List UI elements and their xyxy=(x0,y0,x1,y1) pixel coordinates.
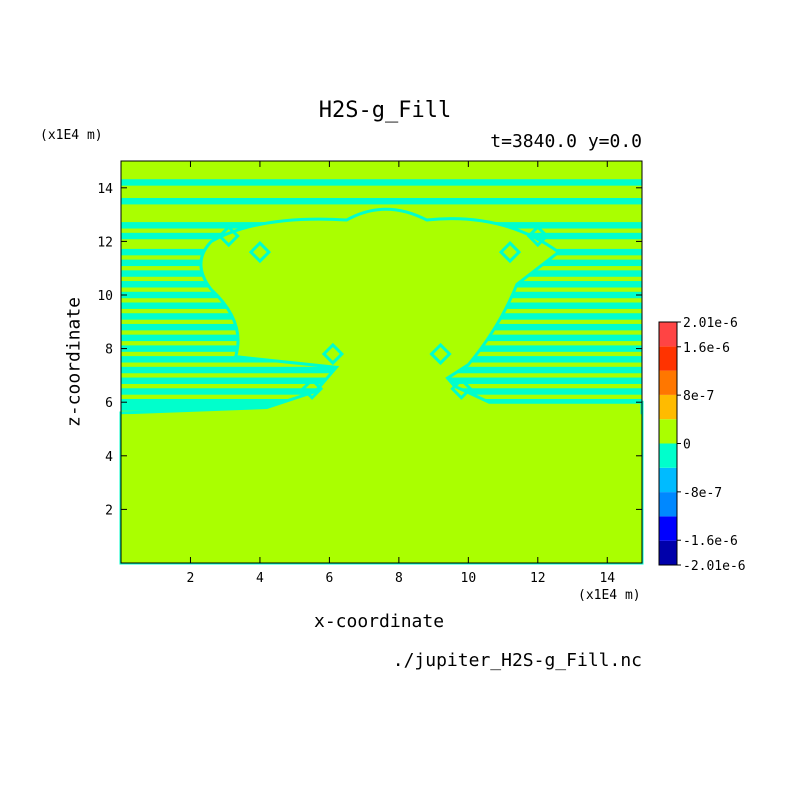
field-diamond xyxy=(321,342,344,366)
colorbar-segment xyxy=(659,467,677,493)
colorbar-segment xyxy=(659,322,677,347)
colorbar-segment xyxy=(659,346,677,371)
chart-subtitle: t=3840.0 y=0.0 xyxy=(490,131,642,152)
field-diamond xyxy=(526,224,549,248)
y-tick-label: 12 xyxy=(97,235,113,250)
colorbar-tick-label: 2.01e-6 xyxy=(683,316,738,331)
colorbar-segment xyxy=(659,370,677,395)
field-diamond xyxy=(248,240,272,264)
y-axis-unit: (x1E4 m) xyxy=(40,128,103,143)
x-axis-label: x-coordinate xyxy=(314,611,445,632)
colorbar-segment xyxy=(659,419,677,444)
colorbar-tick-label: -8e-7 xyxy=(683,486,722,501)
x-tick-label: 2 xyxy=(187,571,195,586)
field-diamond xyxy=(498,240,522,264)
x-tick-label: 10 xyxy=(461,571,477,586)
x-tick-label: 6 xyxy=(325,571,333,586)
field-diamond xyxy=(429,342,452,366)
colorbar-tick-label: -2.01e-6 xyxy=(683,559,746,574)
y-tick-label: 2 xyxy=(105,503,113,518)
field-diamond xyxy=(450,377,473,400)
colorbar-segment xyxy=(659,492,677,517)
field-band xyxy=(121,179,642,186)
heatmap-field xyxy=(119,161,644,565)
colorbar-segment xyxy=(659,516,677,541)
colorbar: 2.01e-6 1.6e-6 8e-7 0 -8e-7 -1.6e-6 -2.01e-6 xyxy=(658,316,746,574)
y-tick-label: 10 xyxy=(97,289,113,304)
source-filename: ./jupiter_H2S-g_Fill.nc xyxy=(392,650,642,671)
chart-title: H2S-g_Fill xyxy=(318,98,452,123)
plot-frame xyxy=(120,160,643,564)
colorbar-tick-label: 1.6e-6 xyxy=(683,341,730,356)
y-tick-label: 8 xyxy=(105,343,113,358)
y-tick-label: 14 xyxy=(97,182,113,197)
field-lower-region xyxy=(121,414,642,563)
y-tick-label: 6 xyxy=(105,396,113,411)
x-tick-label: 4 xyxy=(256,571,264,586)
colorbar-segment xyxy=(659,394,677,420)
y-tick-label: 4 xyxy=(105,450,113,465)
x-tick-label: 8 xyxy=(395,571,403,586)
x-tick-label: 12 xyxy=(530,571,546,586)
y-axis-label: z-coordinate xyxy=(63,296,85,428)
axis-ticks: 2 4 6 8 10 12 14 2 4 6 8 10 12 14 xyxy=(97,161,642,586)
colorbar-tick-label: -1.6e-6 xyxy=(683,534,738,549)
colorbar-segment xyxy=(659,540,677,565)
colorbar-tick-label: 8e-7 xyxy=(683,389,714,404)
field-diamond xyxy=(217,224,240,248)
x-axis-unit: (x1E4 m) xyxy=(578,588,641,603)
colorbar-segment xyxy=(659,443,677,468)
colorbar-tick-label: 0 xyxy=(683,438,691,453)
field-band xyxy=(121,197,642,205)
field-diamond xyxy=(300,377,324,400)
x-tick-label: 14 xyxy=(599,571,615,586)
